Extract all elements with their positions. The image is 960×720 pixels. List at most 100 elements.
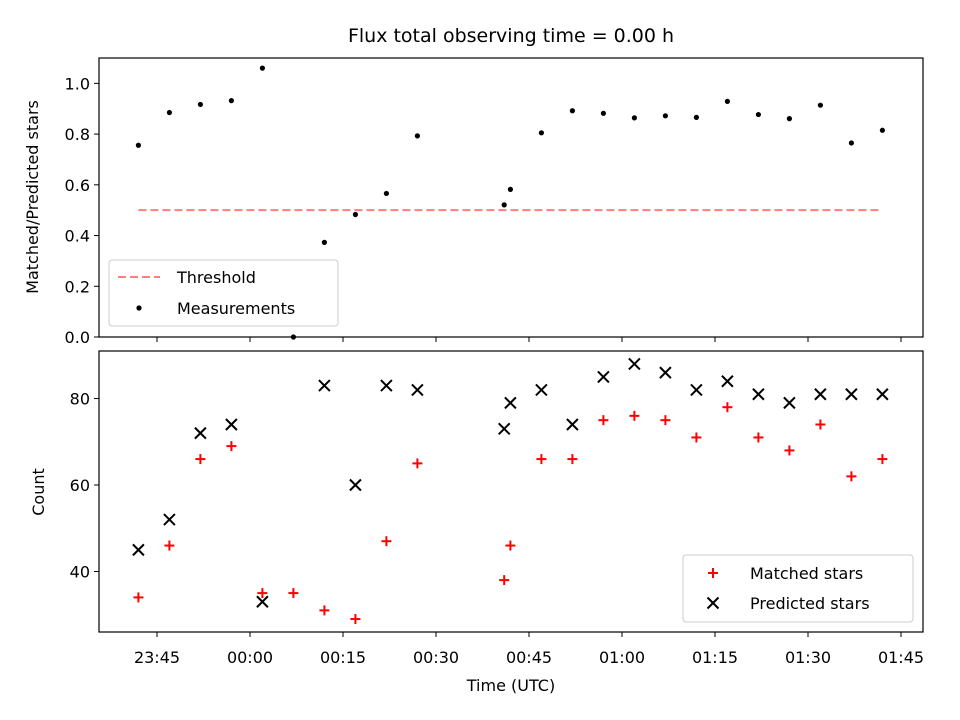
predicted-stars-point: [597, 370, 610, 384]
top-y-tick-label: 0.6: [65, 176, 90, 195]
predicted-stars-point: [721, 375, 734, 388]
top-y-tick-label: 1.0: [65, 74, 90, 93]
x-stroke-b: [194, 426, 207, 440]
matched-stars-point: [815, 419, 826, 430]
measurement-point: [352, 211, 358, 218]
top-y-tick-label: 0.8: [65, 125, 90, 144]
measurement-point: [755, 111, 762, 118]
top-legend-box: [108, 259, 339, 327]
legend-threshold-label: Threshold: [176, 268, 256, 287]
x-tick-label: 00:30: [413, 648, 459, 667]
matched-stars-point: [753, 432, 764, 443]
predicted-stars-point: [535, 383, 548, 397]
x-stroke-b: [163, 513, 176, 526]
predicted-stars-point: [349, 478, 362, 492]
x-stroke-b: [380, 379, 393, 392]
x-stroke-b: [504, 396, 517, 410]
x-tick-label: 00:00: [227, 648, 273, 667]
top-y-axis-label: Matched/Predicted stars: [23, 100, 42, 294]
x-tick-label: 01:45: [878, 648, 924, 667]
x-stroke-b: [225, 418, 238, 431]
matched-stars-point: [660, 415, 671, 426]
x-stroke-b: [876, 388, 889, 401]
predicted-stars-point: [845, 388, 858, 401]
predicted-stars-point: [628, 357, 641, 371]
x-stroke-b: [690, 383, 703, 397]
x-stroke-b: [318, 379, 331, 392]
predicted-stars-point: [876, 388, 889, 401]
matched-stars-point: [598, 415, 609, 426]
matched-stars-point: [877, 454, 888, 465]
measurement-point: [786, 116, 793, 122]
legend-measurements-label: Measurements: [177, 299, 295, 318]
x-tick-label: 01:30: [785, 648, 831, 667]
top-y-tick-label: 0.0: [65, 328, 90, 347]
x-tick-label: 00:15: [320, 648, 366, 667]
bottom-y-tick-label: 40: [70, 562, 90, 581]
measurement-point: [879, 127, 886, 133]
matched-stars-point: [567, 454, 578, 465]
bottom-axes-frame: [98, 350, 924, 633]
matched-stars-point: [784, 445, 795, 456]
measurement-point: [321, 239, 327, 245]
matched-stars-point: [381, 536, 392, 547]
x-stroke-b: [411, 383, 424, 397]
predicted-stars-point: [225, 418, 238, 431]
x-stroke-b: [814, 388, 827, 401]
measurement-point: [817, 102, 824, 108]
matched-stars-point: [288, 588, 299, 599]
measurement-point: [501, 202, 507, 208]
legend-predicted-marker: [706, 596, 720, 610]
matched-stars-point: [257, 588, 268, 599]
predicted-stars-point: [163, 513, 176, 526]
x-stroke-b: [706, 596, 720, 610]
matched-stars-point: [499, 575, 510, 586]
x-stroke-b: [349, 478, 362, 492]
x-stroke-b: [132, 543, 145, 557]
top-y-tick-label: 0.2: [65, 277, 90, 296]
legend-predicted-swatch: [706, 596, 720, 610]
measurement-point: [135, 142, 141, 148]
measurement-point: [414, 133, 420, 139]
matched-stars-point: [722, 402, 733, 413]
x-stroke-b: [566, 418, 579, 431]
bottom-legend: Matched stars Predicted stars: [682, 554, 914, 623]
bottom-legend-box: [682, 554, 914, 623]
predicted-stars-point: [504, 396, 517, 410]
measurement-point: [228, 98, 234, 104]
predicted-stars-point: [814, 388, 827, 401]
predicted-stars-point: [566, 418, 579, 431]
measurement-point: [600, 110, 607, 116]
measurement-point: [259, 65, 265, 71]
measurement-point: [569, 108, 576, 114]
top-y-tick-label: 0.4: [65, 227, 90, 246]
bottom-panel: 23:45 00:00 00:15 00:30 00:45 01:00 01:15 01:30…: [70, 357, 924, 667]
x-stroke-b: [497, 422, 511, 436]
x-stroke-b: [783, 396, 796, 410]
legend-matched-swatch: [708, 568, 718, 578]
legend-predicted-label: Predicted stars: [750, 594, 870, 613]
matched-stars-point: [691, 432, 702, 443]
matched-stars-point: [846, 471, 857, 482]
bottom-y-tick-label: 80: [70, 390, 90, 409]
x-stroke-b: [628, 357, 641, 371]
x-stroke-b: [752, 388, 765, 401]
measurement-point: [693, 114, 700, 120]
measurement-point: [197, 101, 203, 108]
matched-stars-point: [536, 454, 547, 465]
predicted-stars-point: [497, 422, 511, 436]
x-stroke-b: [535, 383, 548, 397]
x-axis-label: Time (UTC): [466, 676, 555, 695]
matched-stars-point: [412, 458, 423, 469]
matched-stars-point: [350, 614, 361, 625]
matched-stars-point: [133, 592, 144, 603]
predicted-stars-point: [783, 396, 796, 410]
top-panel: 0.0 0.2 0.4 0.6 0.8 1.0: [65, 65, 902, 347]
predicted-stars-point: [194, 426, 207, 440]
x-stroke-b: [597, 370, 610, 384]
predicted-stars-point: [132, 543, 145, 557]
predicted-stars-point: [411, 383, 424, 397]
x-stroke-b: [256, 595, 269, 608]
x-stroke-b: [721, 375, 734, 388]
